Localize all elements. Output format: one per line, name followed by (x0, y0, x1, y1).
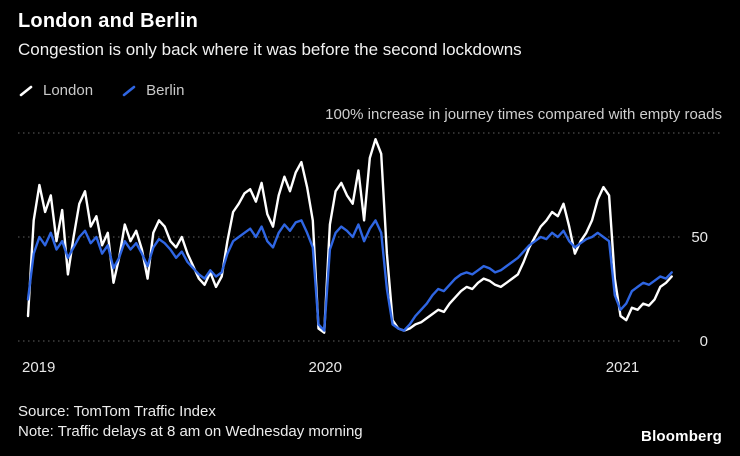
source-text: Source: TomTom Traffic Index (18, 403, 216, 420)
legend-label-london: London (43, 82, 94, 99)
berlin-line (26, 219, 673, 332)
congestion-line-chart: 50 0 2019 2020 2021 (18, 132, 722, 376)
y-axis-100-annotation: 100% increase in journey times compared … (325, 106, 722, 123)
chart-subtitle: Congestion is only back where it was bef… (18, 40, 522, 59)
london-line (26, 137, 673, 334)
x-tick-label-2019: 2019 (22, 359, 55, 376)
footer-notes: Source: TomTom Traffic Index Note: Traff… (18, 402, 363, 442)
x-tick-label-2021: 2021 (606, 359, 639, 376)
bloomberg-logo: Bloomberg (641, 428, 722, 445)
note-text: Note: Traffic delays at 8 am on Wednesda… (18, 423, 363, 440)
legend-item-berlin: Berlin (121, 82, 184, 99)
y-tick-label-0: 0 (700, 333, 708, 350)
london-line-icon (19, 85, 33, 96)
chart-legend: London Berlin (18, 82, 184, 99)
legend-item-london: London (18, 82, 93, 99)
berlin-line-icon (122, 85, 136, 96)
legend-label-berlin: Berlin (146, 82, 185, 99)
x-tick-label-2020: 2020 (309, 359, 342, 376)
y-tick-label-50: 50 (691, 229, 708, 246)
chart-title: London and Berlin (18, 10, 199, 32)
